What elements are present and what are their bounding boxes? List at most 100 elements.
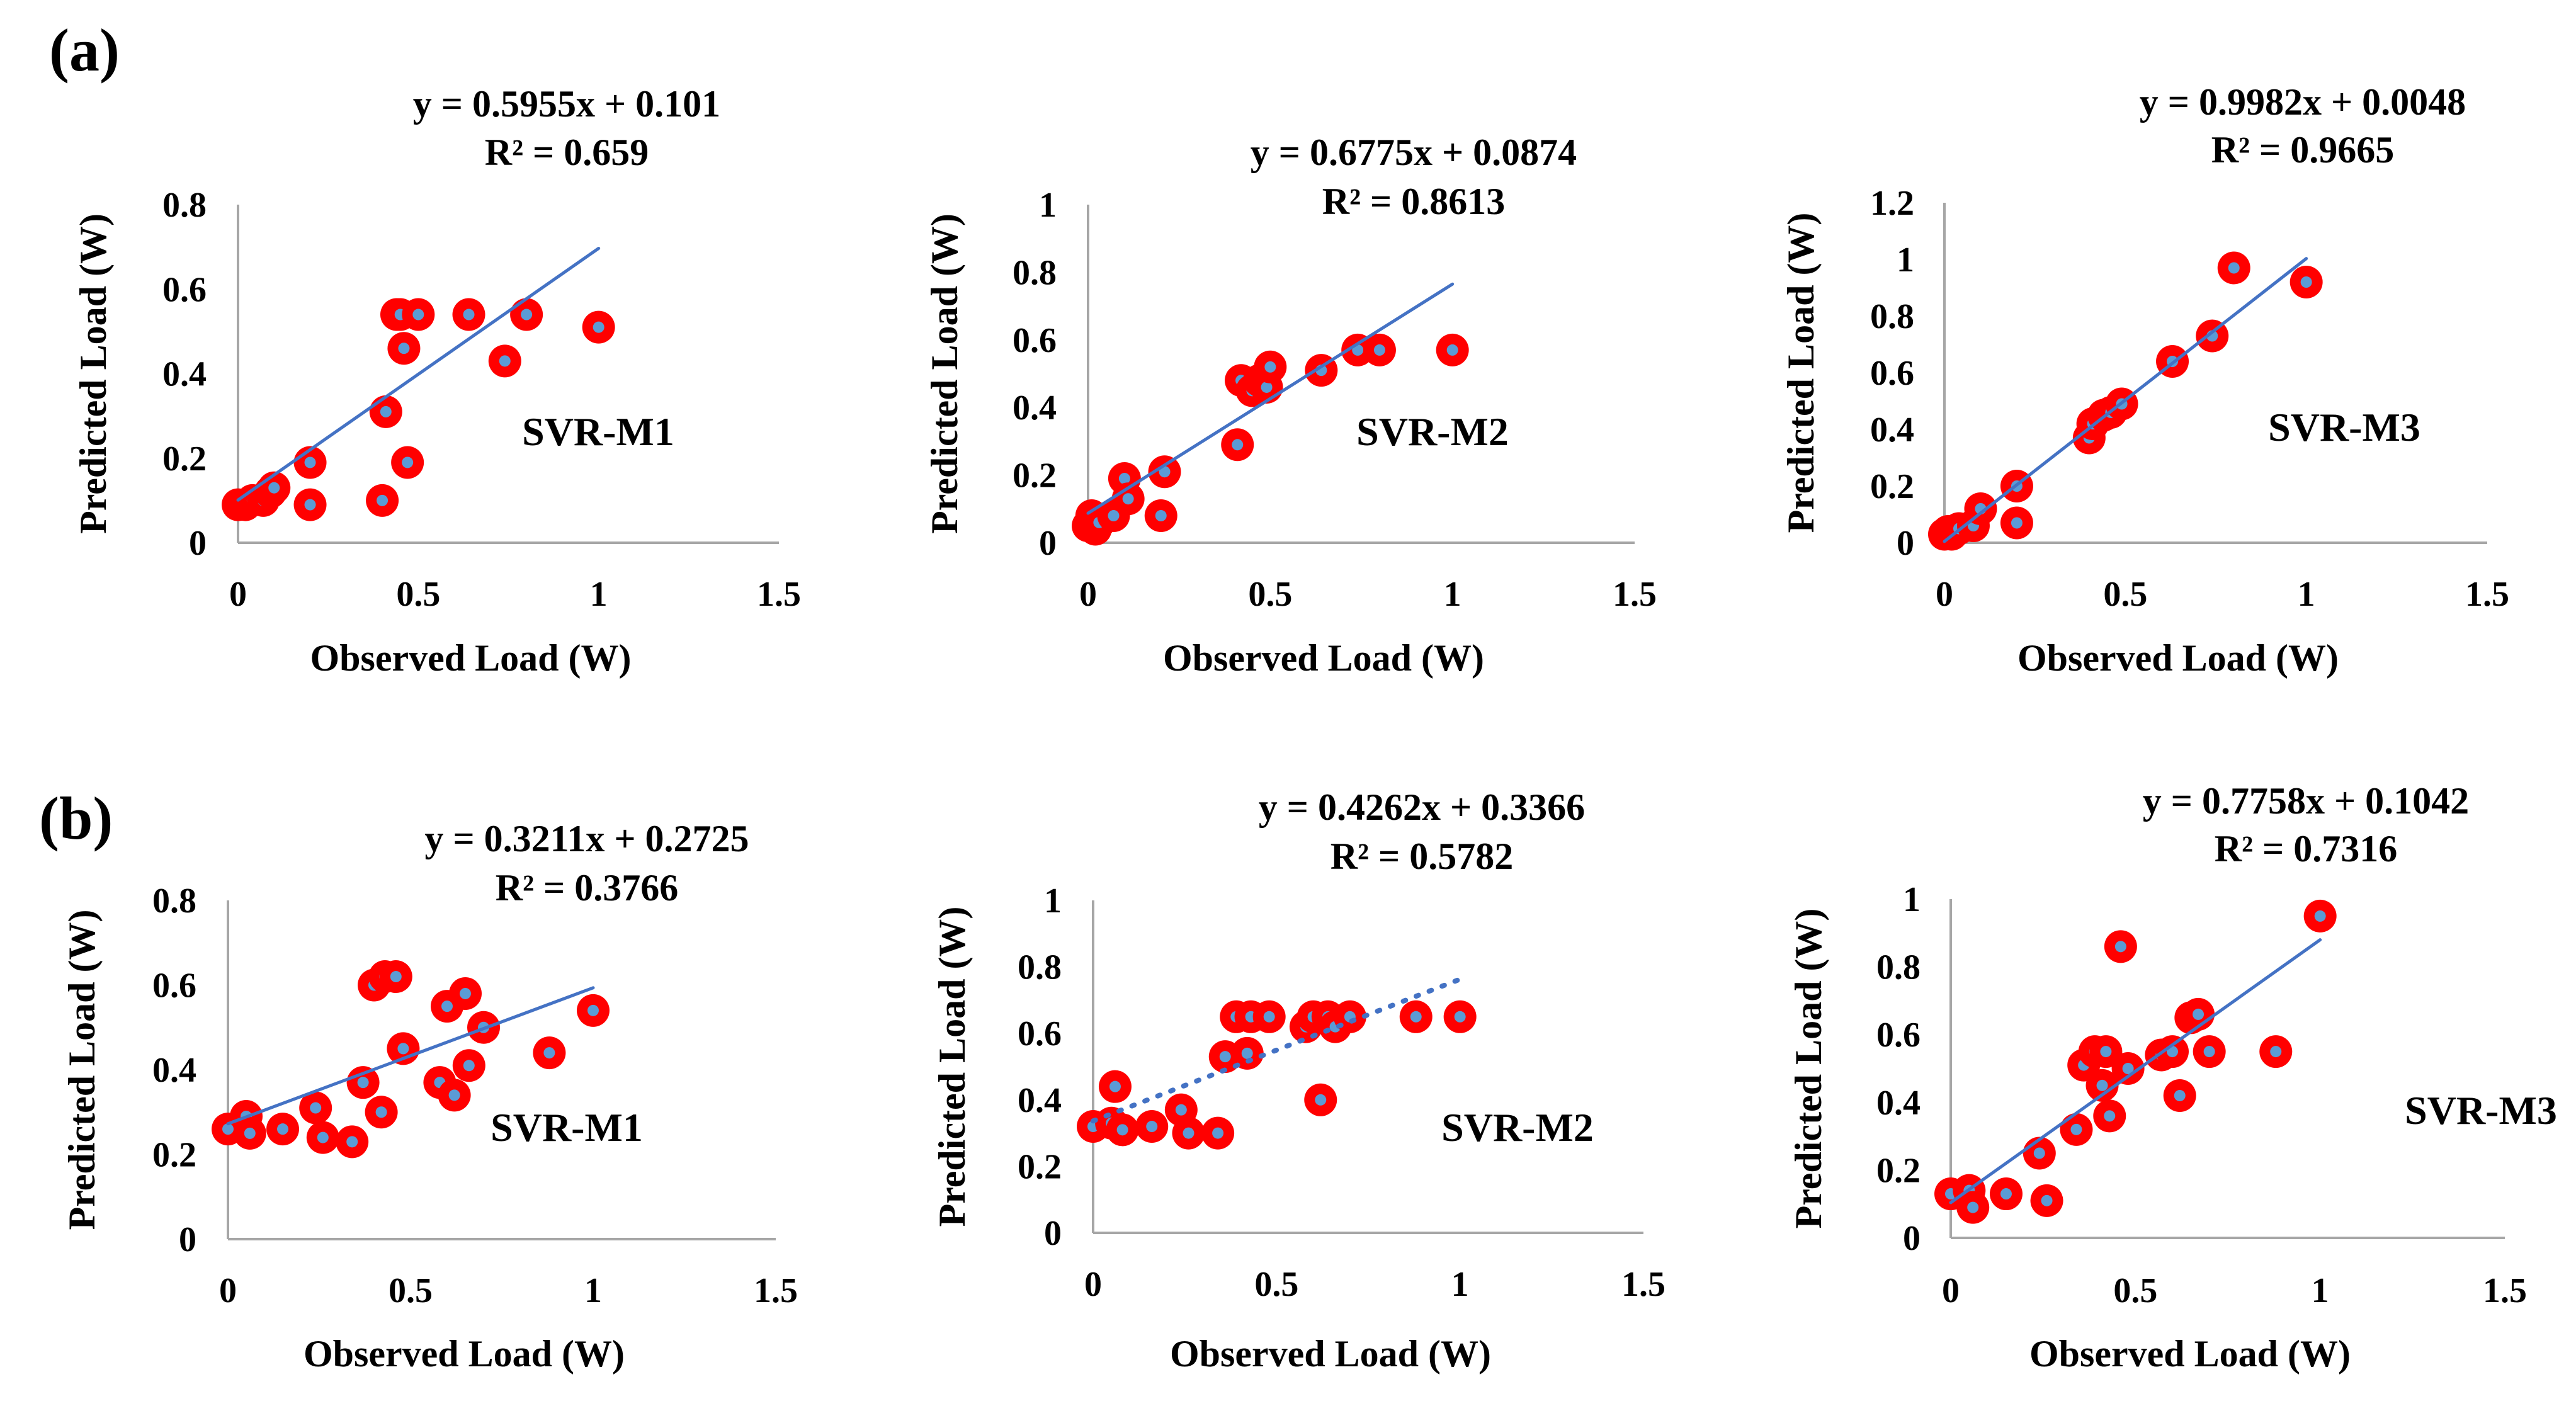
data-point-dot (1264, 361, 1276, 373)
data-point-dot (402, 456, 414, 468)
model-label: SVR-M1 (491, 1105, 643, 1150)
x-tick-label: 1.5 (2465, 575, 2509, 614)
data-point (1252, 1000, 1286, 1033)
data-point (2000, 506, 2033, 540)
x-tick-label: 0.5 (396, 575, 440, 614)
y-tick-label: 0.8 (1013, 253, 1057, 292)
y-tick-label: 0 (1044, 1214, 1062, 1253)
r-squared-label: R² = 0.3766 (496, 867, 679, 909)
trendline (236, 246, 601, 502)
data-point (488, 344, 521, 378)
x-tick-label: 0 (1936, 575, 1953, 614)
data-point-dot (1446, 344, 1458, 356)
data-point-dot (397, 1043, 409, 1055)
data-point (346, 1066, 380, 1099)
y-tick-label: 0.6 (152, 967, 196, 1006)
data-point (1304, 1083, 1337, 1116)
data-point (233, 1116, 266, 1150)
x-tick-label: 0.5 (2113, 1271, 2157, 1310)
data-point (2023, 1137, 2056, 1170)
data-point (1956, 1191, 1990, 1224)
data-point-dot (1410, 1011, 1422, 1023)
r-squared-label: R² = 0.659 (485, 132, 649, 173)
data-point (1230, 1036, 1264, 1070)
data-point (365, 1096, 398, 1129)
x-tick-label: 1.5 (754, 1271, 798, 1310)
y-tick-label: 0.6 (1013, 321, 1057, 360)
y-tick-label: 0.8 (1876, 948, 1921, 987)
r-squared-label: R² = 0.5782 (1331, 836, 1514, 877)
data-point-dot (2033, 1147, 2045, 1159)
r-squared-label: R² = 0.7316 (2215, 828, 2398, 870)
data-point-dot (1159, 466, 1171, 478)
data-point-dot (1183, 1127, 1194, 1139)
y-tick-label: 1 (1897, 241, 1914, 280)
x-axis-title: Observed Load (W) (1163, 637, 1484, 679)
x-tick-label: 1 (2298, 575, 2315, 614)
y-tick-label: 0.2 (1876, 1151, 1921, 1190)
y-tick-label: 0.4 (162, 355, 207, 394)
data-point (438, 1079, 471, 1112)
data-point (1399, 1000, 1433, 1033)
data-point-dot (304, 456, 316, 468)
data-point (1363, 333, 1396, 366)
data-point (2111, 1052, 2145, 1085)
x-tick-label: 1.5 (1613, 575, 1657, 614)
trendline (1086, 282, 1455, 515)
data-point (1135, 1110, 1169, 1143)
data-point (2163, 1079, 2196, 1113)
data-point (391, 446, 424, 479)
y-axis-title: Predicted Load (W) (924, 213, 965, 534)
data-point-dot (2100, 1046, 2112, 1058)
data-point-dot (412, 309, 424, 320)
data-point-dot (1212, 1127, 1224, 1139)
y-tick-label: 0.2 (152, 1136, 196, 1175)
data-point-dot (390, 971, 402, 983)
x-tick-label: 0 (219, 1271, 237, 1310)
data-point-dot (268, 482, 280, 494)
data-point (1098, 1070, 1132, 1103)
data-point-dot (304, 499, 316, 511)
y-tick-label: 0 (1903, 1219, 1921, 1258)
x-tick-label: 1 (584, 1271, 602, 1310)
y-tick-label: 0.6 (1018, 1014, 1062, 1053)
x-tick-label: 1.5 (757, 575, 801, 614)
data-point-dot (2300, 276, 2312, 288)
r-squared-label: R² = 0.8613 (1322, 181, 1506, 222)
data-point (2259, 1035, 2293, 1069)
data-point (1443, 1000, 1477, 1033)
data-point (366, 484, 399, 517)
data-point-dot (2122, 1063, 2134, 1074)
data-point-dot (1146, 1121, 1158, 1133)
data-point-dot (377, 494, 389, 506)
x-tick-label: 1 (590, 575, 608, 614)
scatter-chart-3: y = 0.9982x + 0.0048 R² = 0.9665 0 0.5 1 1.5 0… (1780, 81, 2509, 679)
data-point-dot (1263, 1011, 1275, 1023)
panel-label-b: (b) (39, 785, 113, 852)
data-point-dot (277, 1123, 288, 1135)
y-tick-label: 0.2 (1870, 467, 1914, 506)
data-point-dot (2104, 1110, 2116, 1122)
data-point (369, 395, 402, 428)
data-point (1106, 1113, 1139, 1147)
data-point (452, 1049, 485, 1082)
panel-label-a: (a) (49, 16, 120, 84)
x-axis-title: Observed Load (W) (310, 637, 632, 679)
x-tick-label: 1 (2312, 1271, 2329, 1310)
y-tick-label: 1.2 (1870, 184, 1914, 223)
model-label: SVR-M3 (2268, 405, 2420, 450)
data-point (2193, 1035, 2226, 1069)
data-point-dot (1261, 381, 1273, 393)
x-tick-label: 0 (229, 575, 247, 614)
data-point-dot (499, 355, 511, 367)
regression-equation: y = 0.3211x + 0.2725 (424, 818, 749, 859)
x-tick-label: 0.5 (2103, 575, 2147, 614)
data-point (533, 1036, 566, 1070)
data-point-dot (357, 1077, 369, 1089)
data-point (402, 298, 435, 331)
r-squared-label: R² = 0.9665 (2211, 129, 2395, 171)
data-point (452, 298, 485, 331)
data-point-dot (380, 405, 392, 417)
data-point-dot (1108, 510, 1120, 522)
y-tick-label: 1 (1044, 882, 1062, 921)
